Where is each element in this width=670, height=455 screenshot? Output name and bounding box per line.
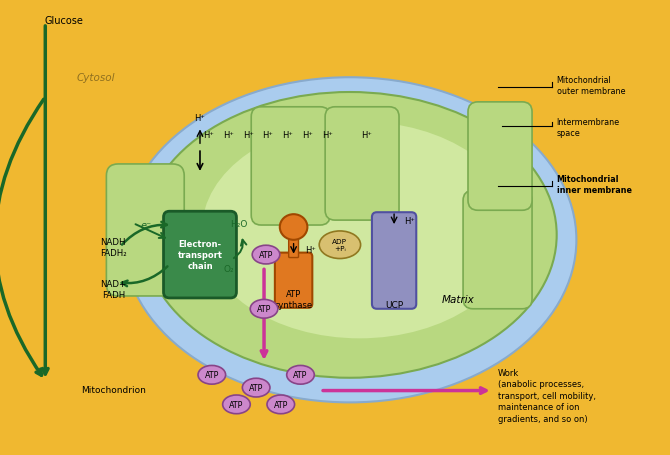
Text: Mitochondrial
inner membrane: Mitochondrial inner membrane [557,174,632,194]
Text: H⁺: H⁺ [302,131,313,140]
Text: H⁺: H⁺ [404,216,415,225]
FancyBboxPatch shape [163,212,237,298]
Text: Mitochondrion: Mitochondrion [81,385,145,394]
Text: O₂: O₂ [223,265,234,274]
Text: UCP: UCP [385,300,403,309]
Text: ATP: ATP [259,251,273,259]
Text: Mitochondrial
outer membrane: Mitochondrial outer membrane [557,76,625,96]
Ellipse shape [243,379,270,397]
Text: Intermembrane
space: Intermembrane space [557,117,620,137]
Text: e⁻: e⁻ [140,221,151,231]
Text: NAD+
FADH: NAD+ FADH [100,279,127,299]
Text: ATP: ATP [204,370,219,379]
Text: Electron-
transport
chain: Electron- transport chain [178,239,222,271]
Ellipse shape [202,122,517,339]
Text: Work
(anabolic processes,
transport, cell mobility,
maintenance of ion
gradients: Work (anabolic processes, transport, cel… [498,368,596,423]
Ellipse shape [319,232,360,259]
Ellipse shape [198,366,226,384]
Ellipse shape [287,366,314,384]
FancyBboxPatch shape [275,253,312,308]
Text: H⁺: H⁺ [263,131,273,140]
FancyBboxPatch shape [325,107,399,221]
FancyBboxPatch shape [107,165,184,296]
FancyBboxPatch shape [468,103,532,211]
Ellipse shape [252,246,280,264]
Text: H⁺: H⁺ [243,131,254,140]
Text: Matrix: Matrix [442,294,474,304]
FancyBboxPatch shape [463,191,532,309]
Text: H⁺: H⁺ [194,113,206,122]
FancyBboxPatch shape [372,213,416,309]
Text: Glucose: Glucose [44,16,83,26]
Ellipse shape [222,395,250,414]
Ellipse shape [143,93,557,378]
Text: ADP
+Pᵢ: ADP +Pᵢ [332,239,348,252]
FancyBboxPatch shape [251,107,330,226]
Ellipse shape [280,215,308,240]
Text: H⁺: H⁺ [306,246,316,255]
Text: H⁺: H⁺ [361,131,372,140]
Text: H⁺: H⁺ [322,131,332,140]
Text: ATP: ATP [229,400,244,409]
Text: ATP
synthase: ATP synthase [275,290,313,309]
Text: ATP: ATP [257,304,271,313]
Text: H⁺: H⁺ [223,131,234,140]
Text: H₂O: H₂O [230,219,247,228]
Ellipse shape [123,78,576,403]
Text: H⁺: H⁺ [282,131,293,140]
Text: NADH
FADH₂: NADH FADH₂ [100,237,127,257]
Ellipse shape [267,395,295,414]
Text: ATP: ATP [293,370,308,379]
FancyBboxPatch shape [289,238,299,258]
Text: H⁺: H⁺ [204,131,214,140]
Text: Cytosol: Cytosol [77,73,115,83]
Text: ATP: ATP [249,383,263,392]
Ellipse shape [250,300,278,318]
Text: ATP: ATP [273,400,288,409]
